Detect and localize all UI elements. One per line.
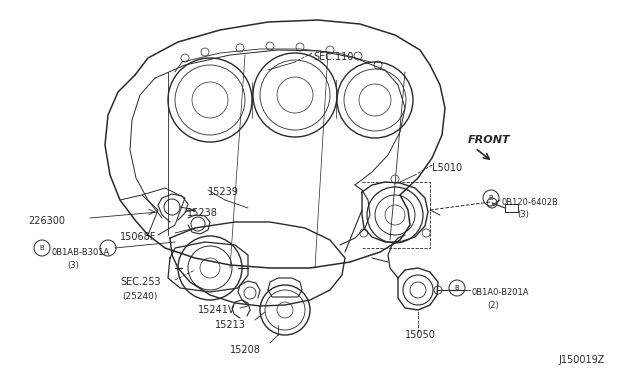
Text: FRONT: FRONT bbox=[468, 135, 511, 145]
Text: SEC.253: SEC.253 bbox=[120, 277, 161, 287]
Text: 15050: 15050 bbox=[405, 330, 436, 340]
Text: B: B bbox=[40, 245, 44, 251]
Text: 15213: 15213 bbox=[215, 320, 246, 330]
Text: (3): (3) bbox=[67, 261, 79, 270]
Text: 15068F: 15068F bbox=[120, 232, 156, 242]
Text: 0B1A0-B201A: 0B1A0-B201A bbox=[472, 288, 529, 297]
Text: J150019Z: J150019Z bbox=[558, 355, 604, 365]
Text: 226300: 226300 bbox=[28, 216, 65, 226]
Text: L5010: L5010 bbox=[432, 163, 462, 173]
Text: SEC.110: SEC.110 bbox=[313, 52, 353, 62]
Text: (3): (3) bbox=[517, 210, 529, 219]
Text: 15238: 15238 bbox=[187, 208, 218, 218]
Text: (25240): (25240) bbox=[122, 292, 157, 301]
Text: 15239: 15239 bbox=[208, 187, 239, 197]
Text: B: B bbox=[488, 195, 493, 201]
Text: 0B120-6402B: 0B120-6402B bbox=[502, 198, 559, 207]
Text: B: B bbox=[454, 285, 460, 291]
Text: (2): (2) bbox=[487, 301, 499, 310]
Text: 0B1AB-B301A: 0B1AB-B301A bbox=[52, 248, 110, 257]
Text: 15241V: 15241V bbox=[198, 305, 236, 315]
Text: 15208: 15208 bbox=[230, 345, 261, 355]
